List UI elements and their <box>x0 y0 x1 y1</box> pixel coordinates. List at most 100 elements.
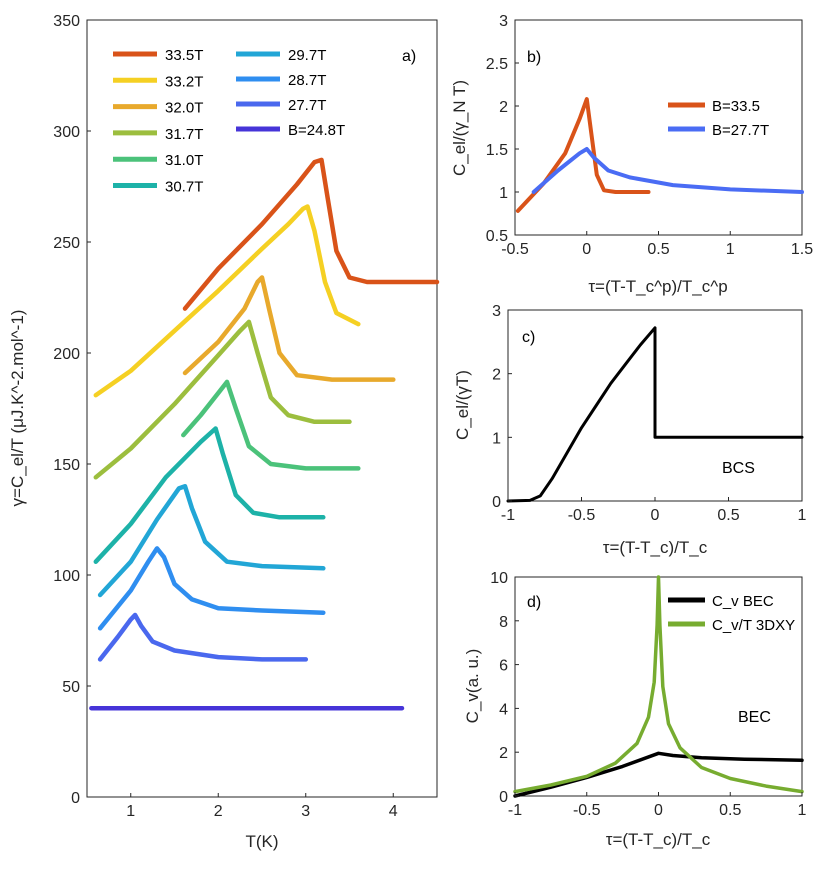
panel-c-xtick-label: 0.5 <box>717 507 739 524</box>
legend-entry: 33.2T <box>165 73 203 90</box>
panel-c: -1 -0.5 0 0.5 1 0 1 2 3 c) BCS τ=(T-T_c)/T_c C_e… <box>453 303 807 557</box>
panel-a-xlabel: T(K) <box>245 832 278 851</box>
panel-c-ytick-label: 1 <box>492 430 501 447</box>
panel-b-legend: B=33.5 B=27.7T <box>668 98 769 139</box>
legend-entry: 33.5T <box>165 47 203 64</box>
legend-entry: 30.7T <box>165 179 203 196</box>
panel-a-ytick-label: 0 <box>71 790 80 807</box>
panel-b-axes-box <box>514 19 803 236</box>
panel-c-label: c) <box>522 329 535 346</box>
panel-a: 1 2 3 4 0 50 100 150 200 250 300 350 a) T(K) γ=C_el… <box>8 13 440 851</box>
panel-a-xtick-label: 4 <box>389 803 398 820</box>
panel-b-label: b) <box>527 49 541 66</box>
legend-entry: 29.7T <box>288 47 326 64</box>
panel-b-ylabel: C_el/(γ_N T) <box>450 80 469 176</box>
panel-b-ytick-label: 1.5 <box>486 142 508 159</box>
panel-b-ytick-label: 2.5 <box>486 56 508 73</box>
panel-d-series-1 <box>513 575 804 794</box>
panel-a-xtick-label: 1 <box>126 803 135 820</box>
panel-d-ytick-label: 6 <box>499 658 508 675</box>
panel-d-xtick-label: -1 <box>508 802 522 819</box>
panel-c-ytick-label: 2 <box>492 367 501 384</box>
panel-b-ytick-label: 3 <box>499 13 508 30</box>
panel-a-series-4 <box>181 379 361 471</box>
panel-d-xlabel: τ=(T-T_c)/T_c <box>606 830 711 849</box>
panel-a-series <box>89 157 440 711</box>
legend-entry: 27.7T <box>288 97 326 114</box>
legend-entry: 28.7T <box>288 72 326 89</box>
legend-entry: 31.0T <box>165 152 203 169</box>
legend-entry: B=27.7T <box>712 122 769 139</box>
panel-c-ticks: -1 -0.5 0 0.5 1 0 1 2 3 <box>492 303 806 524</box>
panel-a-legend: 33.5T 33.2T 32.0T 31.7T 31.0T 30.7T 29.7T 28.7T… <box>113 47 345 196</box>
panel-d-series-0 <box>513 751 804 798</box>
panel-c-ytick-label: 3 <box>492 303 501 320</box>
panel-a-ylabel: γ=C_el/T (μJ.K^-2.mol^-1) <box>8 310 27 507</box>
panel-b-xtick-label: 0.5 <box>647 241 669 258</box>
panel-d-ytick-label: 0 <box>499 789 508 806</box>
panel-d-ytick-label: 2 <box>499 745 508 762</box>
panel-a-ytick-label: 100 <box>53 568 80 585</box>
panel-a-series-2 <box>182 275 396 382</box>
panel-b-series-0 <box>515 97 651 213</box>
panel-a-series-7 <box>97 546 326 631</box>
panel-b-series-1 <box>531 147 804 194</box>
panel-a-series-1 <box>93 204 361 398</box>
panel-b: -0.5 0 0.5 1 1.5 0.5 1 1.5 2 2.5 3 b) τ=(T-T_c^p)/… <box>450 13 813 296</box>
panel-b-ytick-label: 2 <box>499 99 508 116</box>
panel-b-series <box>515 97 804 213</box>
panel-d-ytick-label: 8 <box>499 614 508 631</box>
panel-d-series <box>513 575 804 798</box>
panel-c-series-0 <box>506 326 804 503</box>
panel-b-xlabel: τ=(T-T_c^p)/T_c^p <box>588 277 727 296</box>
panel-c-annotation: BCS <box>722 460 755 477</box>
legend-entry: C_v BEC <box>712 593 774 610</box>
panel-b-ticks: -0.5 0 0.5 1 1.5 0.5 1 1.5 2 2.5 3 <box>486 13 813 258</box>
panel-d-xtick-label: -0.5 <box>573 802 601 819</box>
panel-a-ticks: 1 2 3 4 0 50 100 150 200 250 300 350 <box>53 13 398 820</box>
legend-entry: B=24.8T <box>288 122 345 139</box>
panel-a-xtick-label: 2 <box>214 803 223 820</box>
panel-d-ylabel: C_v(a. u.) <box>463 649 482 724</box>
panel-d-ytick-label: 10 <box>490 570 508 587</box>
legend-entry: B=33.5 <box>712 98 760 115</box>
panel-b-ytick-label: 1 <box>499 185 508 202</box>
panel-b-xtick-label: 1.5 <box>791 241 813 258</box>
panel-d-legend: C_v BEC C_v/T 3DXY <box>668 593 795 634</box>
panel-d-annotation: BEC <box>738 709 771 726</box>
panel-c-ytick-label: 0 <box>492 494 501 511</box>
legend-entry: 31.7T <box>165 126 203 143</box>
panel-d-label: d) <box>527 594 541 611</box>
panel-d-xtick-label: 0 <box>654 802 663 819</box>
panel-a-ytick-label: 350 <box>53 13 80 30</box>
panel-a-ytick-label: 300 <box>53 124 80 141</box>
panel-a-series-6 <box>97 483 326 598</box>
panel-a-ytick-label: 200 <box>53 346 80 363</box>
panel-b-ytick-label: 0.5 <box>486 228 508 245</box>
panel-a-axes-box <box>86 19 438 798</box>
panel-a-xtick-label: 3 <box>301 803 310 820</box>
panel-a-series-5 <box>93 426 326 564</box>
panel-a-series-0 <box>182 157 440 311</box>
panel-b-xtick-label: 1 <box>726 241 735 258</box>
panel-a-ytick-label: 150 <box>53 457 80 474</box>
panel-c-xtick-label: 1 <box>798 507 807 524</box>
panel-c-xtick-label: 0 <box>651 507 660 524</box>
panel-c-xtick-label: -0.5 <box>568 507 596 524</box>
panel-d-ytick-label: 4 <box>499 701 508 718</box>
panel-a-label: a) <box>402 48 416 65</box>
legend-entry: C_v/T 3DXY <box>712 617 795 634</box>
panel-a-ytick-label: 50 <box>62 679 80 696</box>
legend-entry: 32.0T <box>165 100 203 117</box>
panel-c-series <box>506 326 804 503</box>
panel-c-ylabel: C_el/(γT) <box>453 370 472 440</box>
panel-b-xtick-label: -0.5 <box>501 241 529 258</box>
panel-b-xtick-label: 0 <box>582 241 591 258</box>
panel-c-xlabel: τ=(T-T_c)/T_c <box>603 538 708 557</box>
panel-c-xtick-label: -1 <box>501 507 515 524</box>
panel-a-series-8 <box>97 612 309 662</box>
panel-a-series-3 <box>93 319 352 480</box>
